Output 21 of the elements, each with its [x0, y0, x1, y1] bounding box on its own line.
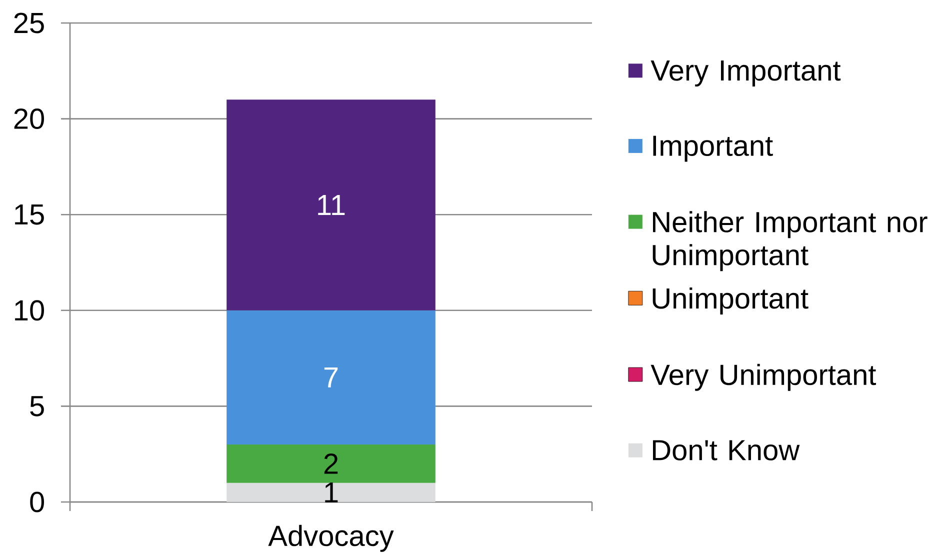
legend-label: Important	[653, 136, 773, 162]
bar	[226, 100, 436, 310]
legend-label: Neither Important nor Unimportant	[652, 211, 928, 272]
y-tick-label: 20	[14, 108, 44, 130]
data-label: 2	[324, 454, 338, 474]
y-tick-label: 25	[14, 12, 44, 34]
legend-label: Very Unimportant	[650, 364, 876, 391]
data-label: 7	[324, 367, 338, 388]
legend-label: Unimportant	[652, 287, 808, 314]
bar	[226, 482, 436, 502]
bar	[226, 444, 436, 483]
bar	[226, 310, 436, 445]
y-tick-label: 5	[30, 396, 44, 416]
legend-label: Don't Know	[652, 440, 800, 460]
data-label: 11	[318, 195, 345, 215]
data-label: 1	[325, 482, 338, 502]
x-tick-label: Advocacy	[268, 524, 394, 552]
y-tick-label: 0	[30, 492, 44, 512]
y-tick-label: 10	[15, 300, 44, 321]
legend-label: Very Important	[650, 60, 841, 86]
y-tick-label: 15	[15, 204, 44, 225]
